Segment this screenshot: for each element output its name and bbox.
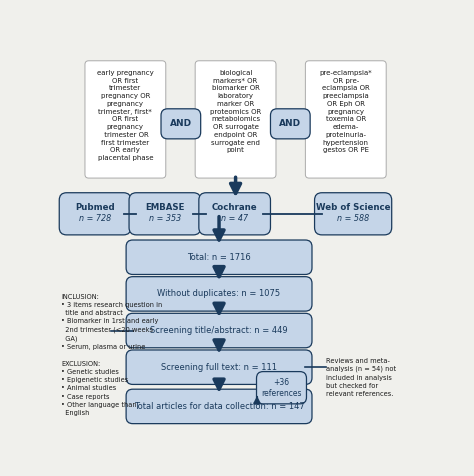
Text: Total articles for data collection: n = 147: Total articles for data collection: n = … [134, 402, 304, 411]
Text: n = 47: n = 47 [221, 215, 248, 223]
FancyBboxPatch shape [195, 61, 276, 178]
Text: Cochrane: Cochrane [212, 203, 257, 212]
Text: EMBASE: EMBASE [145, 203, 184, 212]
Text: early pregnancy
OR first
trimester
pregnancy OR
pregnancy
trimester, first*
OR f: early pregnancy OR first trimester pregn… [97, 70, 154, 161]
Text: Total: n = 1716: Total: n = 1716 [187, 253, 251, 262]
FancyBboxPatch shape [305, 61, 386, 178]
Text: n = 728: n = 728 [79, 215, 111, 223]
Text: n = 353: n = 353 [149, 215, 181, 223]
FancyBboxPatch shape [126, 277, 312, 311]
Text: Without duplicates: n = 1075: Without duplicates: n = 1075 [157, 289, 281, 298]
FancyBboxPatch shape [129, 193, 201, 235]
Text: AND: AND [279, 119, 301, 129]
FancyBboxPatch shape [126, 389, 312, 424]
FancyBboxPatch shape [59, 193, 131, 235]
FancyBboxPatch shape [126, 350, 312, 385]
Text: Pubmed: Pubmed [75, 203, 115, 212]
Text: Web of Science: Web of Science [316, 203, 391, 212]
Text: pre-eclampsia*
OR pre-
eclampsia OR
preeclampsia
OR Eph OR
pregnancy
toxemia OR
: pre-eclampsia* OR pre- eclampsia OR pree… [319, 70, 372, 153]
Text: Screening full text: n = 111: Screening full text: n = 111 [161, 363, 277, 372]
FancyBboxPatch shape [126, 313, 312, 348]
FancyBboxPatch shape [256, 372, 307, 404]
FancyBboxPatch shape [161, 109, 201, 139]
FancyBboxPatch shape [85, 61, 166, 178]
Text: INCLUSION:
• 3 items research question in
  title and abstract
• Biomarker in 1r: INCLUSION: • 3 items research question i… [61, 294, 162, 416]
Text: AND: AND [170, 119, 192, 129]
Text: Reviews and meta-
analysis (n = 54) not
included in analysis
but checked for
rel: Reviews and meta- analysis (n = 54) not … [326, 357, 396, 397]
FancyBboxPatch shape [271, 109, 310, 139]
FancyBboxPatch shape [315, 193, 392, 235]
Text: +36
references: +36 references [261, 377, 302, 398]
Text: n = 588: n = 588 [337, 215, 369, 223]
FancyBboxPatch shape [126, 240, 312, 275]
Text: Screening title/abstract: n = 449: Screening title/abstract: n = 449 [150, 326, 288, 335]
FancyBboxPatch shape [199, 193, 271, 235]
Text: biological
markers* OR
biomarker OR
laboratory
marker OR
proteomics OR
metabolom: biological markers* OR biomarker OR labo… [210, 70, 261, 153]
